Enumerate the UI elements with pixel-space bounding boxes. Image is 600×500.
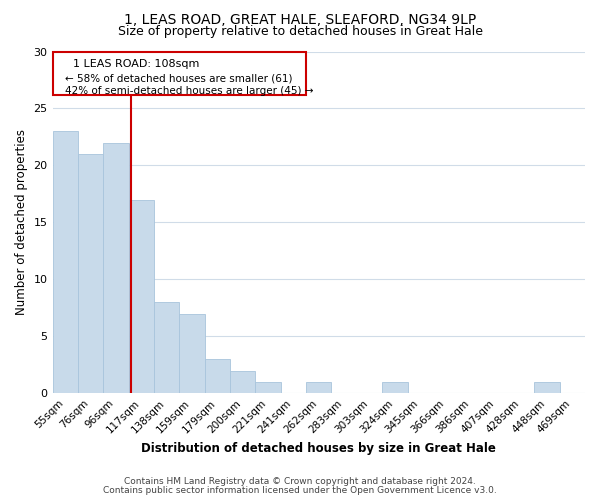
Bar [103,142,128,394]
Bar [179,314,205,394]
Bar [306,382,331,394]
Text: Contains public sector information licensed under the Open Government Licence v3: Contains public sector information licen… [103,486,497,495]
Bar [205,359,230,394]
Text: 1, LEAS ROAD, GREAT HALE, SLEAFORD, NG34 9LP: 1, LEAS ROAD, GREAT HALE, SLEAFORD, NG34… [124,12,476,26]
X-axis label: Distribution of detached houses by size in Great Hale: Distribution of detached houses by size … [142,442,496,455]
Text: ← 58% of detached houses are smaller (61): ← 58% of detached houses are smaller (61… [65,73,293,83]
Bar [230,370,256,394]
Bar [154,302,179,394]
Bar [382,382,407,394]
Bar [534,382,560,394]
Text: Size of property relative to detached houses in Great Hale: Size of property relative to detached ho… [118,25,482,38]
Bar [128,200,154,394]
Bar [78,154,103,394]
Bar [53,132,78,394]
Text: 1 LEAS ROAD: 108sqm: 1 LEAS ROAD: 108sqm [73,60,199,70]
Y-axis label: Number of detached properties: Number of detached properties [15,130,28,316]
Text: Contains HM Land Registry data © Crown copyright and database right 2024.: Contains HM Land Registry data © Crown c… [124,477,476,486]
Bar [256,382,281,394]
Text: 42% of semi-detached houses are larger (45) →: 42% of semi-detached houses are larger (… [65,86,314,96]
FancyBboxPatch shape [53,52,306,95]
